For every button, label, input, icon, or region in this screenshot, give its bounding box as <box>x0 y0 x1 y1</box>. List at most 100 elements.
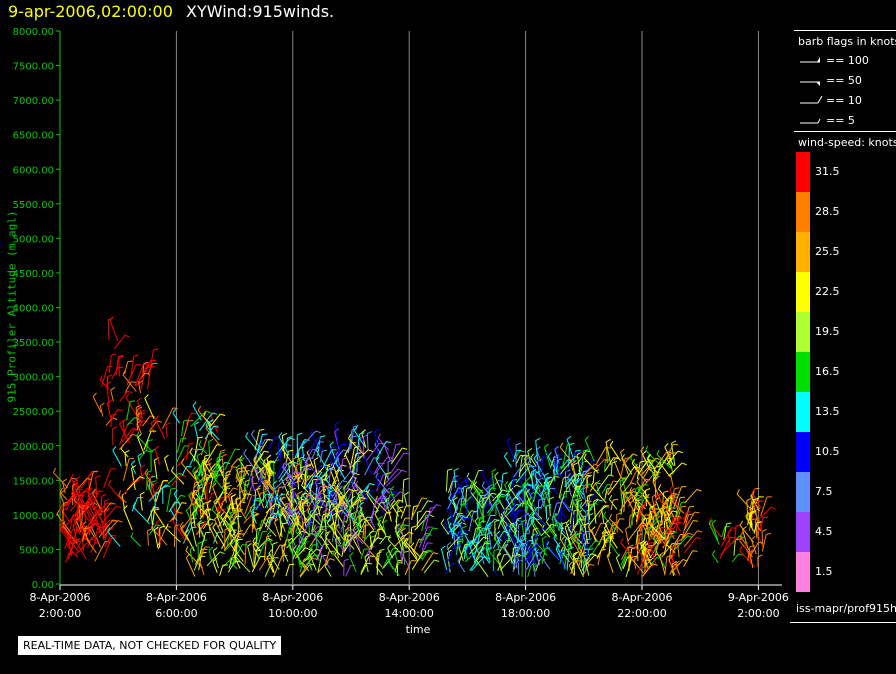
wind-barb-flag <box>282 432 287 437</box>
wind-barb <box>469 527 484 548</box>
wind-barb-flag <box>762 516 768 519</box>
wind-barb <box>67 534 73 557</box>
wind-barb <box>122 374 137 392</box>
wind-barb-flag <box>736 489 740 495</box>
wind-barb-flag <box>353 535 358 540</box>
wind-barb <box>525 492 535 514</box>
wind-barb-flag <box>565 519 570 524</box>
wind-barb-flag <box>603 511 607 517</box>
wind-barb <box>199 412 213 432</box>
wind-barb-flag <box>645 445 649 451</box>
wind-barb-flag <box>249 504 255 509</box>
wind-barb <box>201 473 212 492</box>
wind-barb-flag <box>544 472 549 477</box>
wind-barb-flag <box>367 431 373 435</box>
wind-barb <box>299 494 303 510</box>
wind-barb <box>360 555 370 574</box>
wind-barb <box>215 492 224 505</box>
wind-barb-flag <box>527 458 531 464</box>
wind-barb-flag <box>164 454 169 459</box>
wind-barb-flag <box>107 527 111 533</box>
wind-barb-flag <box>108 479 112 485</box>
wind-barb <box>82 528 86 542</box>
wind-barb-flag <box>484 500 490 503</box>
wind-barb-flag <box>648 466 654 470</box>
wind-barb <box>379 502 386 517</box>
wind-barb-flag <box>387 534 391 540</box>
wind-barb-flag <box>755 507 761 511</box>
wind-barb <box>265 503 276 514</box>
wind-barb <box>473 535 481 559</box>
wind-barb <box>463 546 467 560</box>
wind-barb-flag <box>411 525 417 529</box>
wind-barb <box>463 545 468 560</box>
wind-barb <box>577 450 587 464</box>
wind-barb <box>547 476 555 489</box>
wind-barb-flag <box>272 495 277 500</box>
wind-barb <box>285 564 290 577</box>
speed-bin-swatch <box>796 192 810 232</box>
wind-barb <box>104 535 112 548</box>
wind-barb <box>312 493 319 511</box>
wind-barb <box>248 471 254 492</box>
wind-barb <box>294 439 305 458</box>
wind-barb <box>130 356 135 376</box>
wind-barb-flag <box>306 467 312 471</box>
wind-barb <box>531 529 534 545</box>
wind-barb <box>516 533 525 552</box>
wind-barb-flag <box>484 542 490 545</box>
speed-legend-title: wind-speed: knots <box>798 136 896 149</box>
wind-barb <box>652 481 662 502</box>
wind-barb-flag <box>480 547 485 552</box>
wind-barb-flag <box>537 477 542 482</box>
wind-barb-flag <box>592 459 598 462</box>
wind-barb-flag <box>583 470 589 473</box>
wind-barb-flag <box>209 522 214 527</box>
wind-barb <box>544 447 552 469</box>
wind-barb <box>381 548 394 570</box>
wind-barb <box>644 546 652 559</box>
wind-barb <box>80 470 93 489</box>
wind-barb-flag <box>572 523 578 528</box>
wind-barb <box>643 550 646 562</box>
wind-barb <box>99 514 106 533</box>
wind-barb-flag <box>529 511 533 517</box>
wind-barb <box>281 546 285 562</box>
wind-barb <box>236 471 240 483</box>
wind-barb <box>78 517 87 539</box>
wind-barb <box>749 488 755 511</box>
wind-barb <box>517 498 522 516</box>
wind-barb-flag <box>104 498 110 502</box>
wind-barb-flag <box>672 544 678 548</box>
wind-barb <box>142 415 151 427</box>
wind-barb <box>499 553 517 571</box>
wind-barb-flag <box>336 482 340 487</box>
wind-barb <box>189 549 194 563</box>
wind-barb <box>620 482 632 496</box>
wind-barb <box>444 524 452 536</box>
wind-barb-flag <box>256 549 262 552</box>
wind-barb-flag <box>770 506 776 510</box>
wind-barb <box>99 405 104 417</box>
wind-barb <box>555 504 567 520</box>
wind-barb <box>107 319 110 340</box>
wind-barb <box>733 526 737 543</box>
wind-barb <box>491 566 498 576</box>
wind-barb <box>342 522 346 546</box>
wind-barb-flag <box>640 540 646 544</box>
wind-barb-flag <box>447 549 452 554</box>
wind-barb-flag <box>189 502 195 507</box>
wind-barb-flag <box>634 486 640 491</box>
wind-barb <box>595 458 605 470</box>
wind-barb-flag <box>186 506 191 511</box>
wind-barb <box>136 423 142 435</box>
wind-barb <box>606 538 620 556</box>
wind-barb-flag <box>365 485 370 491</box>
wind-barb-flag <box>145 450 151 453</box>
wind-barb-flag <box>153 526 159 531</box>
wind-barb-flag <box>574 456 580 459</box>
wind-barb <box>653 457 667 479</box>
wind-barb <box>749 499 755 524</box>
wind-barb <box>59 529 74 546</box>
wind-barb-flag <box>606 439 612 443</box>
